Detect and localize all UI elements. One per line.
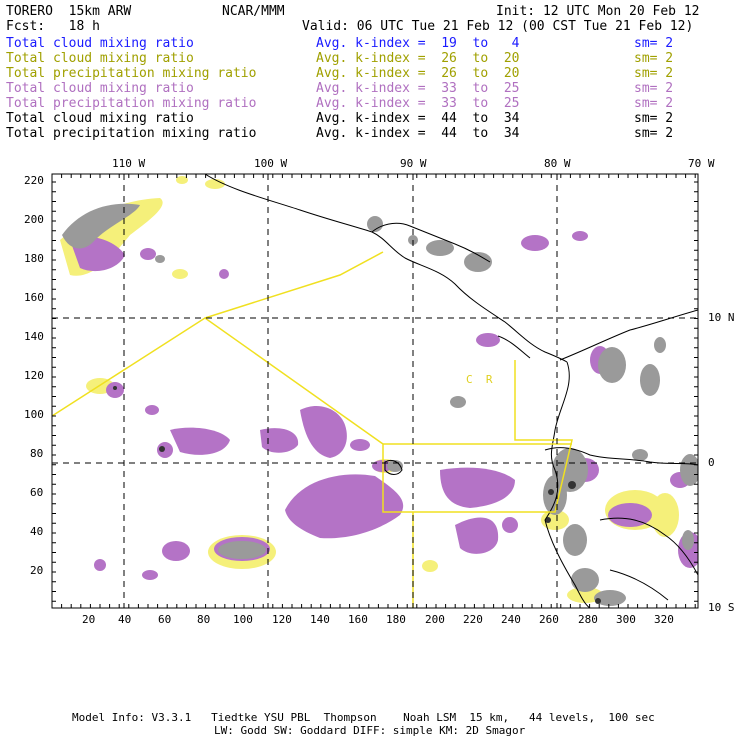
legend-index: Avg. k-index = 33 to 25 [316,96,520,111]
x-tick-label: 140 [310,613,330,626]
legend-sm: sm= 2 [634,36,674,51]
legend-field: Total precipitation mixing ratio [6,96,257,111]
x-tick-label: 40 [118,613,132,626]
legend-index: Avg. k-index = 19 to 4 [316,36,520,51]
lat-label-10s: 10 S [708,601,735,614]
axis-ticks [51,174,698,608]
y-tick-label: 180 [24,252,44,265]
y-tick-label: 120 [24,369,44,382]
org-label: NCAR/MMM [222,4,285,19]
x-tick-label: 200 [425,613,445,626]
legend-sm: sm= 2 [634,126,674,141]
gray-cloud-field [62,203,698,606]
forecast-hour: Fcst: 18 h [6,19,100,34]
lat-label-0: 0 [708,456,715,469]
y-tick-label: 40 [30,525,44,538]
x-tick-label: 100 [233,613,253,626]
legend-sm: sm= 2 [634,111,674,126]
y-tick-label: 140 [24,330,44,343]
x-tick-label: 160 [348,613,368,626]
legend-field: Total precipitation mixing ratio [6,126,257,141]
country-label-cr: C R [466,373,493,386]
x-tick-label: 220 [463,613,483,626]
y-tick-label: 80 [30,447,44,460]
init-time: Init: 12 UTC Mon 20 Feb 12 [496,4,700,19]
legend-index: Avg. k-index = 44 to 34 [316,126,520,141]
lon-label-100w: 100 W [254,157,288,170]
legend-index: Avg. k-index = 33 to 25 [316,81,520,96]
legend-sm: sm= 2 [634,96,674,111]
x-tick-label: 280 [578,613,598,626]
map-frame [51,173,699,609]
lon-label-110w: 110 W [112,157,146,170]
legend-field: Total cloud mixing ratio [6,36,194,51]
model-info: Model Info: V3.3.1 Tiedtke YSU PBL Thomp… [72,711,655,724]
x-tick-label: 320 [654,613,674,626]
lat-label-10n: 10 N [708,311,735,324]
y-tick-label: 20 [30,564,44,577]
legend-field: Total cloud mixing ratio [6,111,194,126]
x-tick-label: 300 [616,613,636,626]
y-tick-label: 160 [24,291,44,304]
y-tick-label: 60 [30,486,44,499]
legend-field: Total precipitation mixing ratio [6,66,257,81]
lon-label-70w: 70 W [688,157,715,170]
coastlines [204,174,698,608]
lon-label-80w: 80 W [544,157,571,170]
legend-index: Avg. k-index = 26 to 20 [316,66,520,81]
legend-sm: sm= 2 [634,51,674,66]
x-tick-label: 20 [82,613,96,626]
y-tick-label: 100 [24,408,44,421]
legend-index: Avg. k-index = 44 to 34 [316,111,520,126]
y-tick-label: 220 [24,174,44,187]
model-title: TORERO 15km ARW [6,4,132,19]
x-tick-label: 80 [197,613,211,626]
physics-info: LW: Godd SW: Goddard DIFF: simple KM: 2D… [214,724,526,737]
x-tick-label: 240 [501,613,521,626]
legend-sm: sm= 2 [634,66,674,81]
legend-field: Total cloud mixing ratio [6,81,194,96]
lat-lon-grid [52,174,698,608]
x-tick-label: 60 [158,613,172,626]
purple-cloud-field [70,231,698,580]
y-tick-label: 200 [24,213,44,226]
valid-time: Valid: 06 UTC Tue 21 Feb 12 (00 CST Tue … [302,19,694,34]
x-tick-label: 180 [386,613,406,626]
lon-label-90w: 90 W [400,157,427,170]
x-tick-label: 120 [272,613,292,626]
legend-sm: sm= 2 [634,81,674,96]
legend-index: Avg. k-index = 26 to 20 [316,51,520,66]
x-tick-label: 260 [539,613,559,626]
map-fields [52,174,698,608]
legend-field: Total cloud mixing ratio [6,51,194,66]
